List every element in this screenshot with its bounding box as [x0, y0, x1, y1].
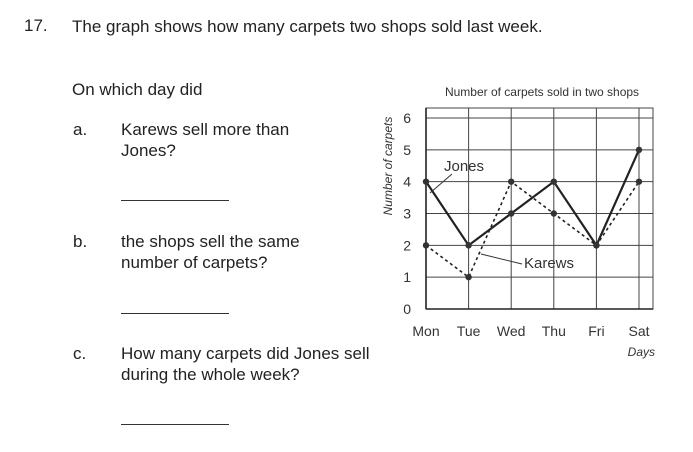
data-point-karews — [422, 242, 430, 249]
question-intro: The graph shows how many carpets two sho… — [72, 17, 543, 36]
x-tick-label: Wed — [497, 323, 526, 339]
x-tick-label: Mon — [412, 323, 439, 339]
x-tick-label: Tue — [457, 323, 481, 339]
y-axis-label: Number of carpets — [381, 117, 395, 216]
x-tick-label: Fri — [588, 323, 604, 339]
jones-leader-line — [429, 173, 453, 194]
data-point-karews — [593, 242, 600, 249]
plot-frame — [425, 107, 654, 310]
part-b-label: b. — [73, 232, 88, 251]
part-c-label: c. — [73, 344, 87, 363]
part-b-text: the shops sell the same number of carpet… — [121, 232, 300, 272]
data-point-jones — [635, 146, 643, 154]
y-tick-label: 1 — [403, 269, 411, 285]
data-point-karews — [508, 178, 515, 185]
part-c-text: How many carpets did Jones sell during t… — [121, 344, 370, 384]
data-point-jones — [465, 242, 472, 249]
y-tick-label: 0 — [403, 301, 411, 317]
question-prompt: On which day did — [72, 80, 203, 99]
series-line-karews — [425, 180, 640, 279]
y-tick-label: 6 — [403, 110, 411, 126]
part-b-answer-line[interactable] — [121, 313, 229, 314]
data-point-karews — [550, 210, 557, 217]
part-a-label: a. — [73, 120, 88, 139]
series-label-jones: Jones — [444, 158, 484, 175]
data-point-jones — [550, 178, 557, 185]
karews-leader-line — [480, 253, 523, 265]
x-tick-label: Sat — [628, 323, 649, 339]
data-point-karews — [465, 273, 472, 281]
question-number: 17. — [24, 16, 48, 35]
x-tick-label: Thu — [542, 323, 566, 339]
y-tick-label: 3 — [403, 206, 411, 222]
part-c-answer-line[interactable] — [121, 424, 229, 425]
chart-title: Number of carpets sold in two shops — [445, 85, 639, 99]
y-tick-label: 5 — [403, 142, 411, 158]
series-line-jones — [425, 149, 641, 248]
part-a-text: Karews sell more than Jones? — [121, 120, 290, 160]
part-a-answer-line[interactable] — [121, 200, 229, 201]
y-tick-label: 4 — [403, 174, 411, 190]
series-label-karews: Karews — [524, 255, 574, 272]
data-point-jones — [422, 178, 430, 185]
data-point-karews — [635, 178, 643, 185]
data-point-jones — [508, 210, 515, 217]
x-axis-label: Days — [628, 345, 655, 359]
y-tick-label: 2 — [403, 237, 411, 253]
